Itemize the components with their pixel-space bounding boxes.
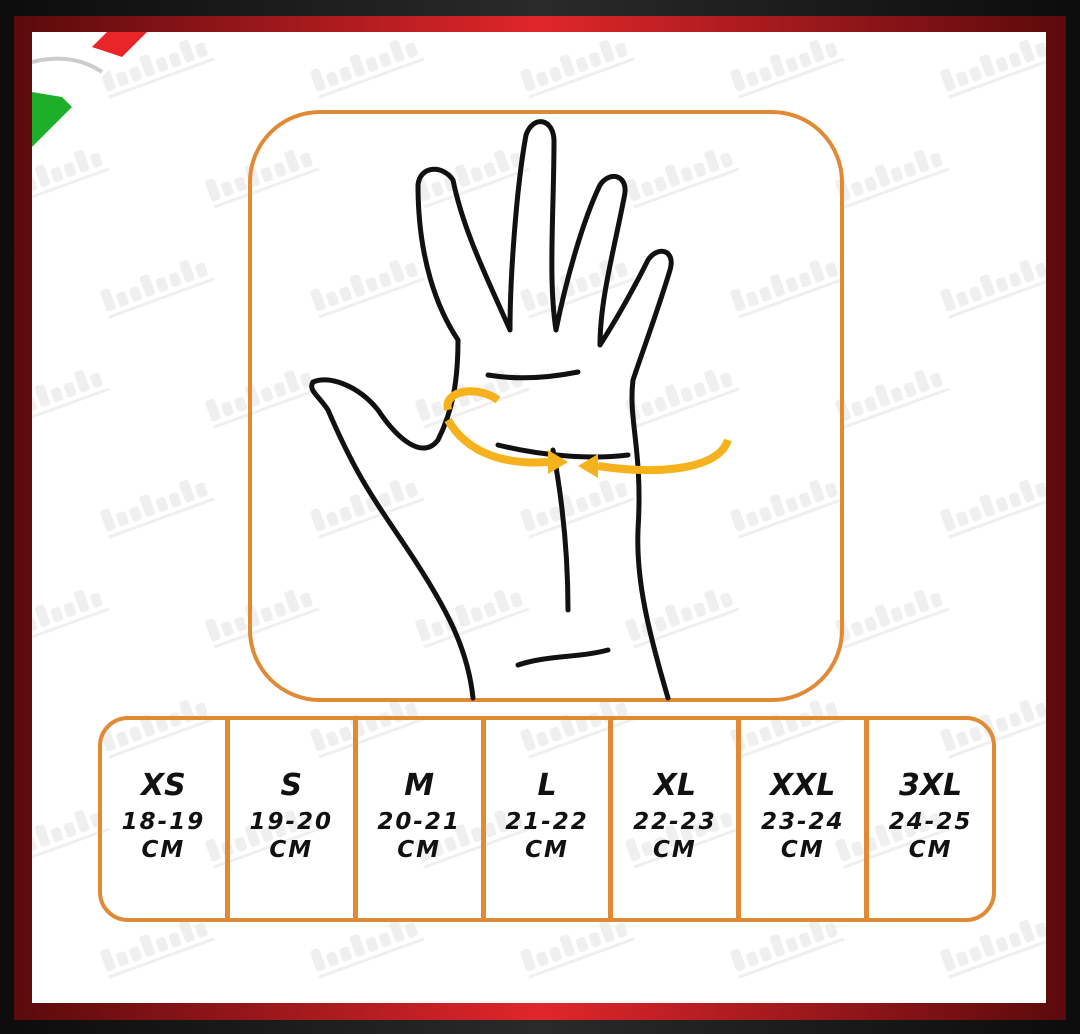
- watermark-mark: [940, 480, 1046, 539]
- watermark-mark: [835, 590, 950, 649]
- watermark-mark: [32, 590, 110, 649]
- watermark-mark: [940, 40, 1046, 99]
- watermark-mark: [940, 260, 1046, 319]
- watermark-mark: [520, 40, 635, 99]
- watermark-mark: [205, 810, 320, 869]
- watermark-mark: [415, 810, 530, 869]
- watermark-mark: [520, 700, 635, 759]
- watermark-mark: [100, 40, 215, 99]
- size-cell-l: L 21-22 CM: [480, 720, 609, 918]
- size-range: 18-19: [121, 809, 206, 835]
- watermark-mark: [625, 590, 740, 649]
- size-unit: CM: [652, 837, 697, 863]
- watermark-mark: [520, 920, 635, 979]
- measure-arrow-icon: [443, 387, 732, 478]
- watermark-mark: [835, 150, 950, 209]
- size-chart-canvas: XS 18-19 CM S 19-20 CM M 20-21 CM L 21-22 CM XL 2…: [32, 32, 1046, 1003]
- size-unit: CM: [269, 837, 314, 863]
- size-label: S: [280, 768, 303, 803]
- size-label: M: [404, 768, 435, 803]
- size-label: 3XL: [899, 768, 963, 803]
- watermark-mark: [205, 370, 320, 429]
- size-cell-3xl: 3XL 24-25 CM: [864, 720, 992, 918]
- size-cell-xs: XS 18-19 CM: [102, 720, 225, 918]
- size-cell-xl: XL 22-23 CM: [608, 720, 736, 918]
- watermark-mark: [100, 260, 215, 319]
- watermark-mark: [730, 480, 845, 539]
- watermark-mark: [625, 810, 740, 869]
- size-label: XS: [141, 768, 186, 803]
- size-range: 23-24: [760, 809, 845, 835]
- hand-measure-illustration: [309, 119, 732, 701]
- watermark-mark: [100, 920, 215, 979]
- size-unit: CM: [780, 837, 825, 863]
- size-unit: CM: [141, 837, 186, 863]
- watermark-mark: [940, 920, 1046, 979]
- watermark-mark: [415, 590, 530, 649]
- watermark-mark: [310, 260, 425, 319]
- watermark-mark: [310, 480, 425, 539]
- size-range: 22-23: [633, 809, 717, 835]
- italian-flag-icon: [32, 32, 147, 147]
- size-cell-xxl: XXL 23-24 CM: [736, 720, 864, 918]
- size-range: 20-21: [377, 809, 461, 835]
- size-label: L: [537, 768, 557, 803]
- size-cell-m: M 20-21 CM: [352, 720, 481, 918]
- watermark-mark: [835, 370, 950, 429]
- hand-illustration-box: [248, 110, 844, 702]
- watermark-mark: [32, 150, 110, 209]
- size-cell-s: S 19-20 CM: [224, 720, 353, 918]
- watermark-mark: [310, 40, 425, 99]
- watermark-pattern: [32, 40, 1046, 979]
- watermark-mark: [32, 370, 110, 429]
- watermark-mark: [730, 920, 845, 979]
- watermark-mark: [730, 260, 845, 319]
- watermark-mark: [520, 480, 635, 539]
- size-label: XXL: [770, 768, 836, 803]
- size-range: 19-20: [249, 809, 334, 835]
- watermark-mark: [835, 810, 950, 869]
- watermark-mark: [730, 40, 845, 99]
- size-unit: CM: [397, 837, 442, 863]
- watermark-mark: [100, 480, 215, 539]
- size-range: 21-22: [505, 809, 589, 835]
- size-range: 24-25: [888, 809, 973, 835]
- size-unit: CM: [525, 837, 569, 863]
- watermark-mark: [625, 150, 740, 209]
- watermark-mark: [625, 370, 740, 429]
- size-label: XL: [653, 768, 696, 803]
- size-table: XS 18-19 CM S 19-20 CM M 20-21 CM L 21-22 CM XL 2…: [98, 716, 996, 922]
- watermark-mark: [310, 920, 425, 979]
- size-unit: CM: [908, 837, 953, 863]
